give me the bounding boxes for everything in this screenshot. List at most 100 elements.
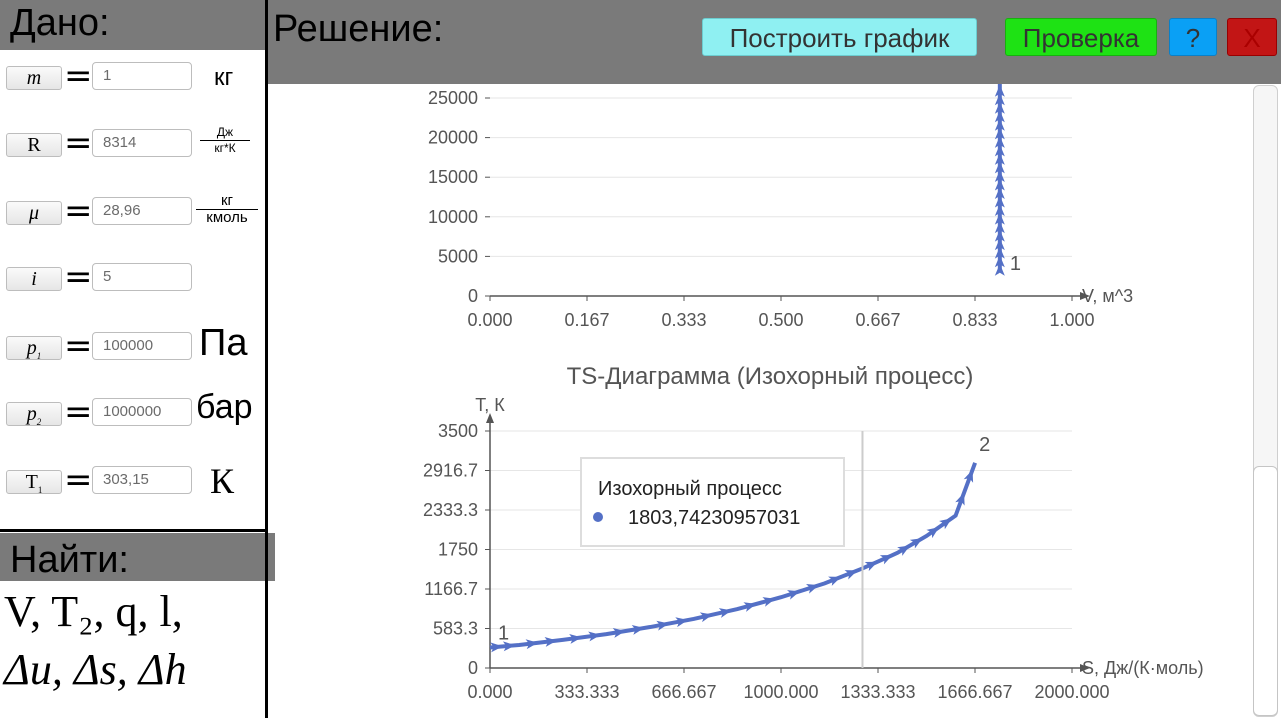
x-axis-arrow xyxy=(1080,292,1090,300)
p2-input[interactable]: 1000000 xyxy=(92,398,192,426)
equals-sign: = xyxy=(64,56,93,96)
equals-sign: = xyxy=(64,392,93,432)
series-arrow xyxy=(544,636,558,647)
tooltip-series-name: Изохорный процесс xyxy=(598,478,782,500)
series-arrow xyxy=(502,641,516,652)
pv-chart: 0 5000 10000 15000 20000 25000 0.000 0.167 0.333… xyxy=(428,84,1133,330)
symbol-m-button[interactable]: m xyxy=(6,66,62,90)
symbol-p1-button[interactable]: p1 xyxy=(6,336,62,361)
p1-unit: Па xyxy=(199,322,248,364)
x-tick-label: 333.333 xyxy=(554,682,619,702)
x-tick-label: 0.167 xyxy=(564,310,609,330)
series-arrow xyxy=(787,590,800,600)
series-arrow xyxy=(994,118,1005,131)
mu-unit-denominator: кмоль xyxy=(206,209,248,226)
series-arrow xyxy=(909,538,923,549)
x-tick-label: 1666.667 xyxy=(937,682,1012,702)
end-label: 2 xyxy=(979,434,990,456)
y-tick-label: 5000 xyxy=(438,246,478,266)
x-axis-label: S, Дж/(К·моль) xyxy=(1082,658,1204,678)
symbol-T1-button[interactable]: T1 xyxy=(6,470,62,495)
equals-sign: = xyxy=(64,326,93,366)
series-arrow xyxy=(994,221,1005,234)
series-arrow xyxy=(994,212,1005,225)
m-unit: кг xyxy=(214,64,234,91)
help-button[interactable]: ? xyxy=(1169,18,1217,56)
y-tick-label: 3500 xyxy=(438,421,478,441)
series-arrow xyxy=(762,597,776,607)
chart-title: TS-Диаграмма (Изохорный процесс) xyxy=(567,363,974,390)
R-unit-denominator: кг*К xyxy=(214,141,236,155)
symbol-p2-button[interactable]: p2 xyxy=(6,402,62,427)
m-input[interactable]: 1 xyxy=(92,62,192,90)
i-input[interactable]: 5 xyxy=(92,263,192,291)
series-arrow xyxy=(926,527,940,539)
symbol-R-button[interactable]: R xyxy=(6,133,62,157)
p1-symbol: p xyxy=(26,337,37,359)
close-button[interactable]: X xyxy=(1227,18,1277,56)
series-arrow xyxy=(675,617,689,628)
series-arrow xyxy=(806,584,819,594)
T1-input[interactable]: 303,15 xyxy=(92,466,192,494)
tooltip-value: 1803,74230957031 xyxy=(628,507,800,529)
series-arrow xyxy=(844,570,858,580)
series-arrow xyxy=(994,169,1005,182)
series-arrow xyxy=(994,187,1005,200)
series-arrow xyxy=(994,110,1005,123)
T1-unit: К xyxy=(210,461,235,501)
mu-input[interactable]: 28,96 xyxy=(92,197,192,225)
symbol-i-button[interactable]: i xyxy=(6,267,62,291)
scrollbar-thumb[interactable] xyxy=(1253,466,1278,716)
series-arrow xyxy=(939,518,952,530)
series-arrow xyxy=(569,634,582,644)
check-button[interactable]: Проверка xyxy=(1005,18,1157,56)
p2-subscript: 2 xyxy=(36,417,42,427)
x-tick-label: 666.667 xyxy=(651,682,716,702)
series-arrow xyxy=(525,639,539,650)
y-tick-label: 1166.7 xyxy=(424,579,478,599)
find-line-1: V, T₂, q, l, xyxy=(4,587,183,636)
plot-button[interactable]: Построить график xyxy=(702,18,977,56)
series-arrow xyxy=(994,255,1005,268)
series-arrow xyxy=(994,84,1005,97)
series-arrow xyxy=(994,229,1005,242)
divider xyxy=(0,529,265,532)
series-arrow xyxy=(994,246,1005,259)
symbol-mu-button[interactable]: μ xyxy=(6,201,62,225)
y-tick-label: 10000 xyxy=(428,207,478,227)
y-tick-label: 0 xyxy=(468,658,478,678)
series-arrow xyxy=(994,101,1005,114)
series-arrow xyxy=(994,178,1005,191)
equals-sign: = xyxy=(64,460,93,500)
y-tick-label: 15000 xyxy=(428,167,478,187)
solution-title: Решение: xyxy=(273,8,444,50)
charts-area: 0 5000 10000 15000 20000 25000 0.000 0.167 0.333… xyxy=(423,84,1204,702)
given-header: Дано: xyxy=(0,0,275,50)
row-i: i = 5 xyxy=(0,257,265,297)
series-arrow xyxy=(994,93,1005,106)
panel-divider xyxy=(265,0,268,718)
p1-input[interactable]: 100000 xyxy=(92,332,192,360)
y-tick-label: 20000 xyxy=(428,128,478,148)
series-arrow xyxy=(631,624,645,635)
series-arrow xyxy=(994,204,1005,217)
equals-sign: = xyxy=(64,257,93,297)
x-tick-label: 0.833 xyxy=(952,310,997,330)
row-T1: T1 = 303,15 К xyxy=(0,460,265,501)
series-arrow xyxy=(994,144,1005,157)
equals-sign: = xyxy=(64,123,93,163)
x-tick-label: 1333.333 xyxy=(840,682,915,702)
x-tick-label: 1000.000 xyxy=(743,682,818,702)
R-input[interactable]: 8314 xyxy=(92,129,192,157)
p2-unit: бар xyxy=(196,388,253,426)
x-tick-label: 0.000 xyxy=(467,682,512,702)
series-arrow xyxy=(718,608,732,618)
mu-unit-numerator: кг xyxy=(196,193,258,210)
T1-symbol: T xyxy=(25,471,38,493)
start-label: 1 xyxy=(498,622,509,644)
R-unit-fraction: Дж кг*К xyxy=(200,125,250,156)
x-tick-label: 0.000 xyxy=(467,310,512,330)
p1-subscript: 1 xyxy=(36,351,42,361)
T1-subscript: 1 xyxy=(37,485,43,495)
x-tick-label: 2000.000 xyxy=(1034,682,1109,702)
